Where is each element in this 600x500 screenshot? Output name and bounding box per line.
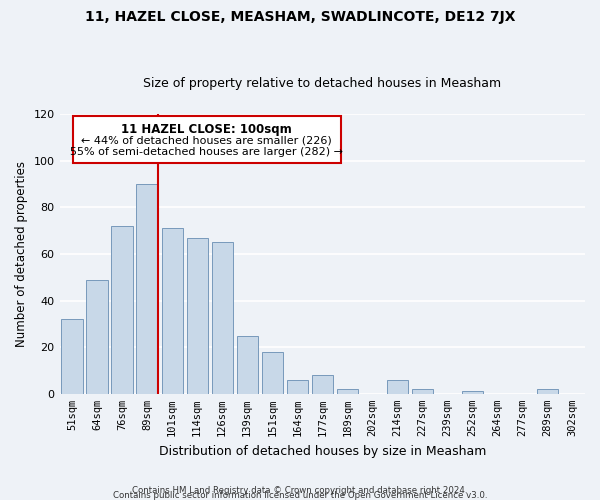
Text: ← 44% of detached houses are smaller (226): ← 44% of detached houses are smaller (22… xyxy=(81,135,332,145)
Bar xyxy=(236,336,258,394)
Bar xyxy=(412,389,433,394)
Bar xyxy=(161,228,183,394)
Y-axis label: Number of detached properties: Number of detached properties xyxy=(15,161,28,347)
X-axis label: Distribution of detached houses by size in Measham: Distribution of detached houses by size … xyxy=(158,444,486,458)
Title: Size of property relative to detached houses in Measham: Size of property relative to detached ho… xyxy=(143,76,502,90)
Bar xyxy=(287,380,308,394)
Bar xyxy=(86,280,108,394)
Text: Contains public sector information licensed under the Open Government Licence v3: Contains public sector information licen… xyxy=(113,491,487,500)
Bar xyxy=(537,389,558,394)
Bar xyxy=(311,375,333,394)
Bar xyxy=(337,389,358,394)
FancyBboxPatch shape xyxy=(73,116,341,163)
Bar xyxy=(61,320,83,394)
Bar xyxy=(112,226,133,394)
Text: 11, HAZEL CLOSE, MEASHAM, SWADLINCOTE, DE12 7JX: 11, HAZEL CLOSE, MEASHAM, SWADLINCOTE, D… xyxy=(85,10,515,24)
Text: 11 HAZEL CLOSE: 100sqm: 11 HAZEL CLOSE: 100sqm xyxy=(121,122,292,136)
Bar xyxy=(212,242,233,394)
Bar xyxy=(387,380,408,394)
Text: 55% of semi-detached houses are larger (282) →: 55% of semi-detached houses are larger (… xyxy=(70,148,343,158)
Text: Contains HM Land Registry data © Crown copyright and database right 2024.: Contains HM Land Registry data © Crown c… xyxy=(132,486,468,495)
Bar xyxy=(462,392,483,394)
Bar xyxy=(187,238,208,394)
Bar xyxy=(262,352,283,394)
Bar xyxy=(136,184,158,394)
